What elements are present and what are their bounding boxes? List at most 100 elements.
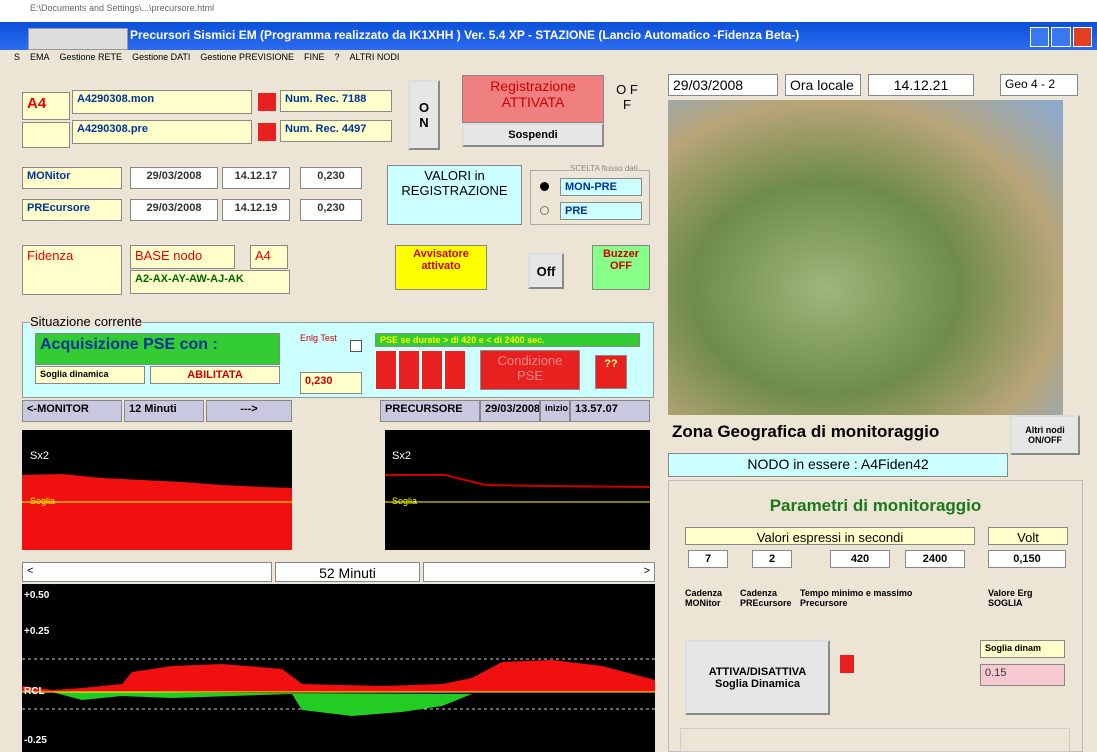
value-cell: 29/03/2008 (130, 199, 218, 221)
param-value: 420 (830, 550, 890, 568)
status-led (258, 123, 276, 141)
menu-item[interactable]: Gestione RETE (60, 52, 123, 66)
pse-flag: ?? (595, 355, 627, 389)
path-bar: E:\Documents and Settings\...\precursore… (0, 0, 1097, 22)
pse-rule: PSE se durate > di 420 e < di 2400 sec. (375, 333, 640, 347)
pre-label: PRECURSORE (380, 400, 480, 422)
y-tick-label: RCL (24, 686, 45, 697)
menu-item[interactable]: EMA (30, 52, 50, 66)
param-value: 7 (688, 550, 728, 568)
history-left: < (22, 562, 272, 582)
neighbours: A2-AX-AY-AW-AJ-AK (130, 270, 290, 294)
dyn-label: Soglia dinam (980, 640, 1065, 658)
title-bar: Precursori Sismici EM (Programma realizz… (0, 22, 1097, 50)
menu-item[interactable]: Gestione DATI (132, 52, 190, 66)
status-led (258, 93, 276, 111)
menu-item[interactable]: FINE (304, 52, 325, 66)
choice-option[interactable]: MON-PRE (560, 178, 642, 196)
sx-label: Sx2 (30, 450, 49, 462)
param-value: 2 (752, 550, 792, 568)
buzzer: Buzzer OFF (592, 245, 650, 290)
menu-item[interactable]: ALTRI NODI (350, 52, 400, 66)
toggle-button[interactable]: ATTIVA/DISATTIVA Soglia Dinamica (685, 640, 830, 715)
alarm-off-button[interactable]: Off (528, 253, 564, 289)
empty-field (22, 122, 70, 148)
params-title: Parametri di monitoraggio (668, 496, 1083, 516)
values-caption: VALORI in REGISTRAZIONE (387, 165, 522, 225)
pre-file: A4290308.pre (72, 120, 252, 144)
base-id: A4 (250, 245, 288, 269)
menu-bar: S EMA Gestione RETE Gestione DATI Gestione P… (14, 52, 714, 66)
maximize[interactable] (1051, 27, 1070, 47)
seconds-caption: Valori espressi in secondi (685, 527, 975, 545)
value-cell: 29/03/2008 (130, 167, 218, 189)
monitor-label: <-MONITOR (22, 400, 122, 422)
radio[interactable] (540, 206, 549, 215)
volt-caption: Volt (988, 527, 1068, 545)
zone-title: Zona Geografica di monitoraggio (672, 422, 939, 442)
suspend-button[interactable]: Sospendi (462, 123, 604, 147)
node-id: A4 (22, 92, 70, 120)
sx-label: Sx2 (392, 450, 411, 462)
param-label: Valore Erg SOGLIA (988, 588, 1068, 608)
threshold-enabled: ABILITATA (150, 366, 280, 384)
menu-item[interactable]: Gestione PREVISIONE (200, 52, 294, 66)
other-nodes-button[interactable]: Altri nodi ON/OFF (1010, 415, 1080, 455)
base-label: BASE nodo (130, 245, 235, 269)
menu-item[interactable]: ? (334, 52, 339, 66)
minimize[interactable] (1030, 27, 1049, 47)
row-label: PREcursore (22, 199, 122, 221)
param-label: Cadenza MONitor (685, 588, 737, 608)
precursor-plot (385, 430, 650, 550)
app-screen: E:\Documents and Settings\...\precursore… (0, 0, 1097, 752)
geo-time: 14.12.21 (868, 74, 974, 96)
y-tick-label: +0.25 (24, 626, 49, 637)
lower-frame (680, 728, 1070, 752)
y-tick-label: -0.25 (24, 735, 47, 746)
soglia-label: Soglia (392, 496, 417, 506)
value-cell: 14.12.19 (222, 199, 290, 221)
window-buttons (1030, 27, 1092, 47)
pre-start-time: 13.57.07 (570, 400, 650, 422)
menu-item[interactable]: S (14, 52, 20, 66)
soglia-label: Soglia (30, 496, 55, 506)
alarm: Avvisatore attivato (395, 245, 487, 290)
situation-title: Situazione corrente (30, 314, 142, 329)
monitor-minutes: 12 Minuti (124, 400, 204, 422)
monitor-arrow: ---> (206, 400, 292, 422)
recording-status: Registrazione ATTIVATA (462, 75, 604, 123)
place: Fidenza (22, 245, 122, 295)
off-label: O F F (612, 80, 642, 146)
mon-file: A4290308.mon (72, 90, 252, 114)
pse-condition: Condizione PSE (480, 350, 580, 390)
geo-code: Geo 4 - 2 (1000, 74, 1078, 96)
param-value: 0,150 (988, 550, 1066, 568)
pse-cell (375, 350, 397, 390)
row-label: MONitor (22, 167, 122, 189)
param-label: Cadenza PREcursore (740, 588, 800, 608)
on-button[interactable]: O N (408, 80, 440, 150)
dyn-value[interactable]: 0.15 (980, 664, 1065, 686)
pre-start: inizio (540, 400, 570, 422)
toolbar[interactable] (28, 28, 128, 50)
radio-selected[interactable] (540, 182, 549, 191)
geo-date: 29/03/2008 (668, 74, 778, 96)
test-value: 0,230 (300, 372, 362, 394)
pse-cell (398, 350, 420, 390)
test-checkbox[interactable] (350, 340, 362, 352)
param-value: 2400 (905, 550, 965, 568)
close[interactable] (1073, 27, 1092, 47)
map-image (668, 100, 1063, 415)
geo-local: Ora locale (785, 74, 861, 96)
acquisition: Acquisizione PSE con : (35, 333, 280, 365)
choice-option[interactable]: PRE (560, 202, 642, 220)
pre-rec: Num. Rec. 4497 (280, 120, 392, 142)
test-label: Enlg Test (300, 333, 340, 343)
monitor-plot (22, 430, 292, 550)
history-minutes: 52 Minuti (275, 562, 420, 582)
pre-date: 29/03/2008 (480, 400, 540, 422)
choice-title: SCELTA flusso dati (570, 164, 638, 173)
history-plot (22, 584, 655, 752)
param-label: Tempo minimo e massimo Precursore (800, 588, 925, 608)
mon-rec: Num. Rec. 7188 (280, 90, 392, 112)
